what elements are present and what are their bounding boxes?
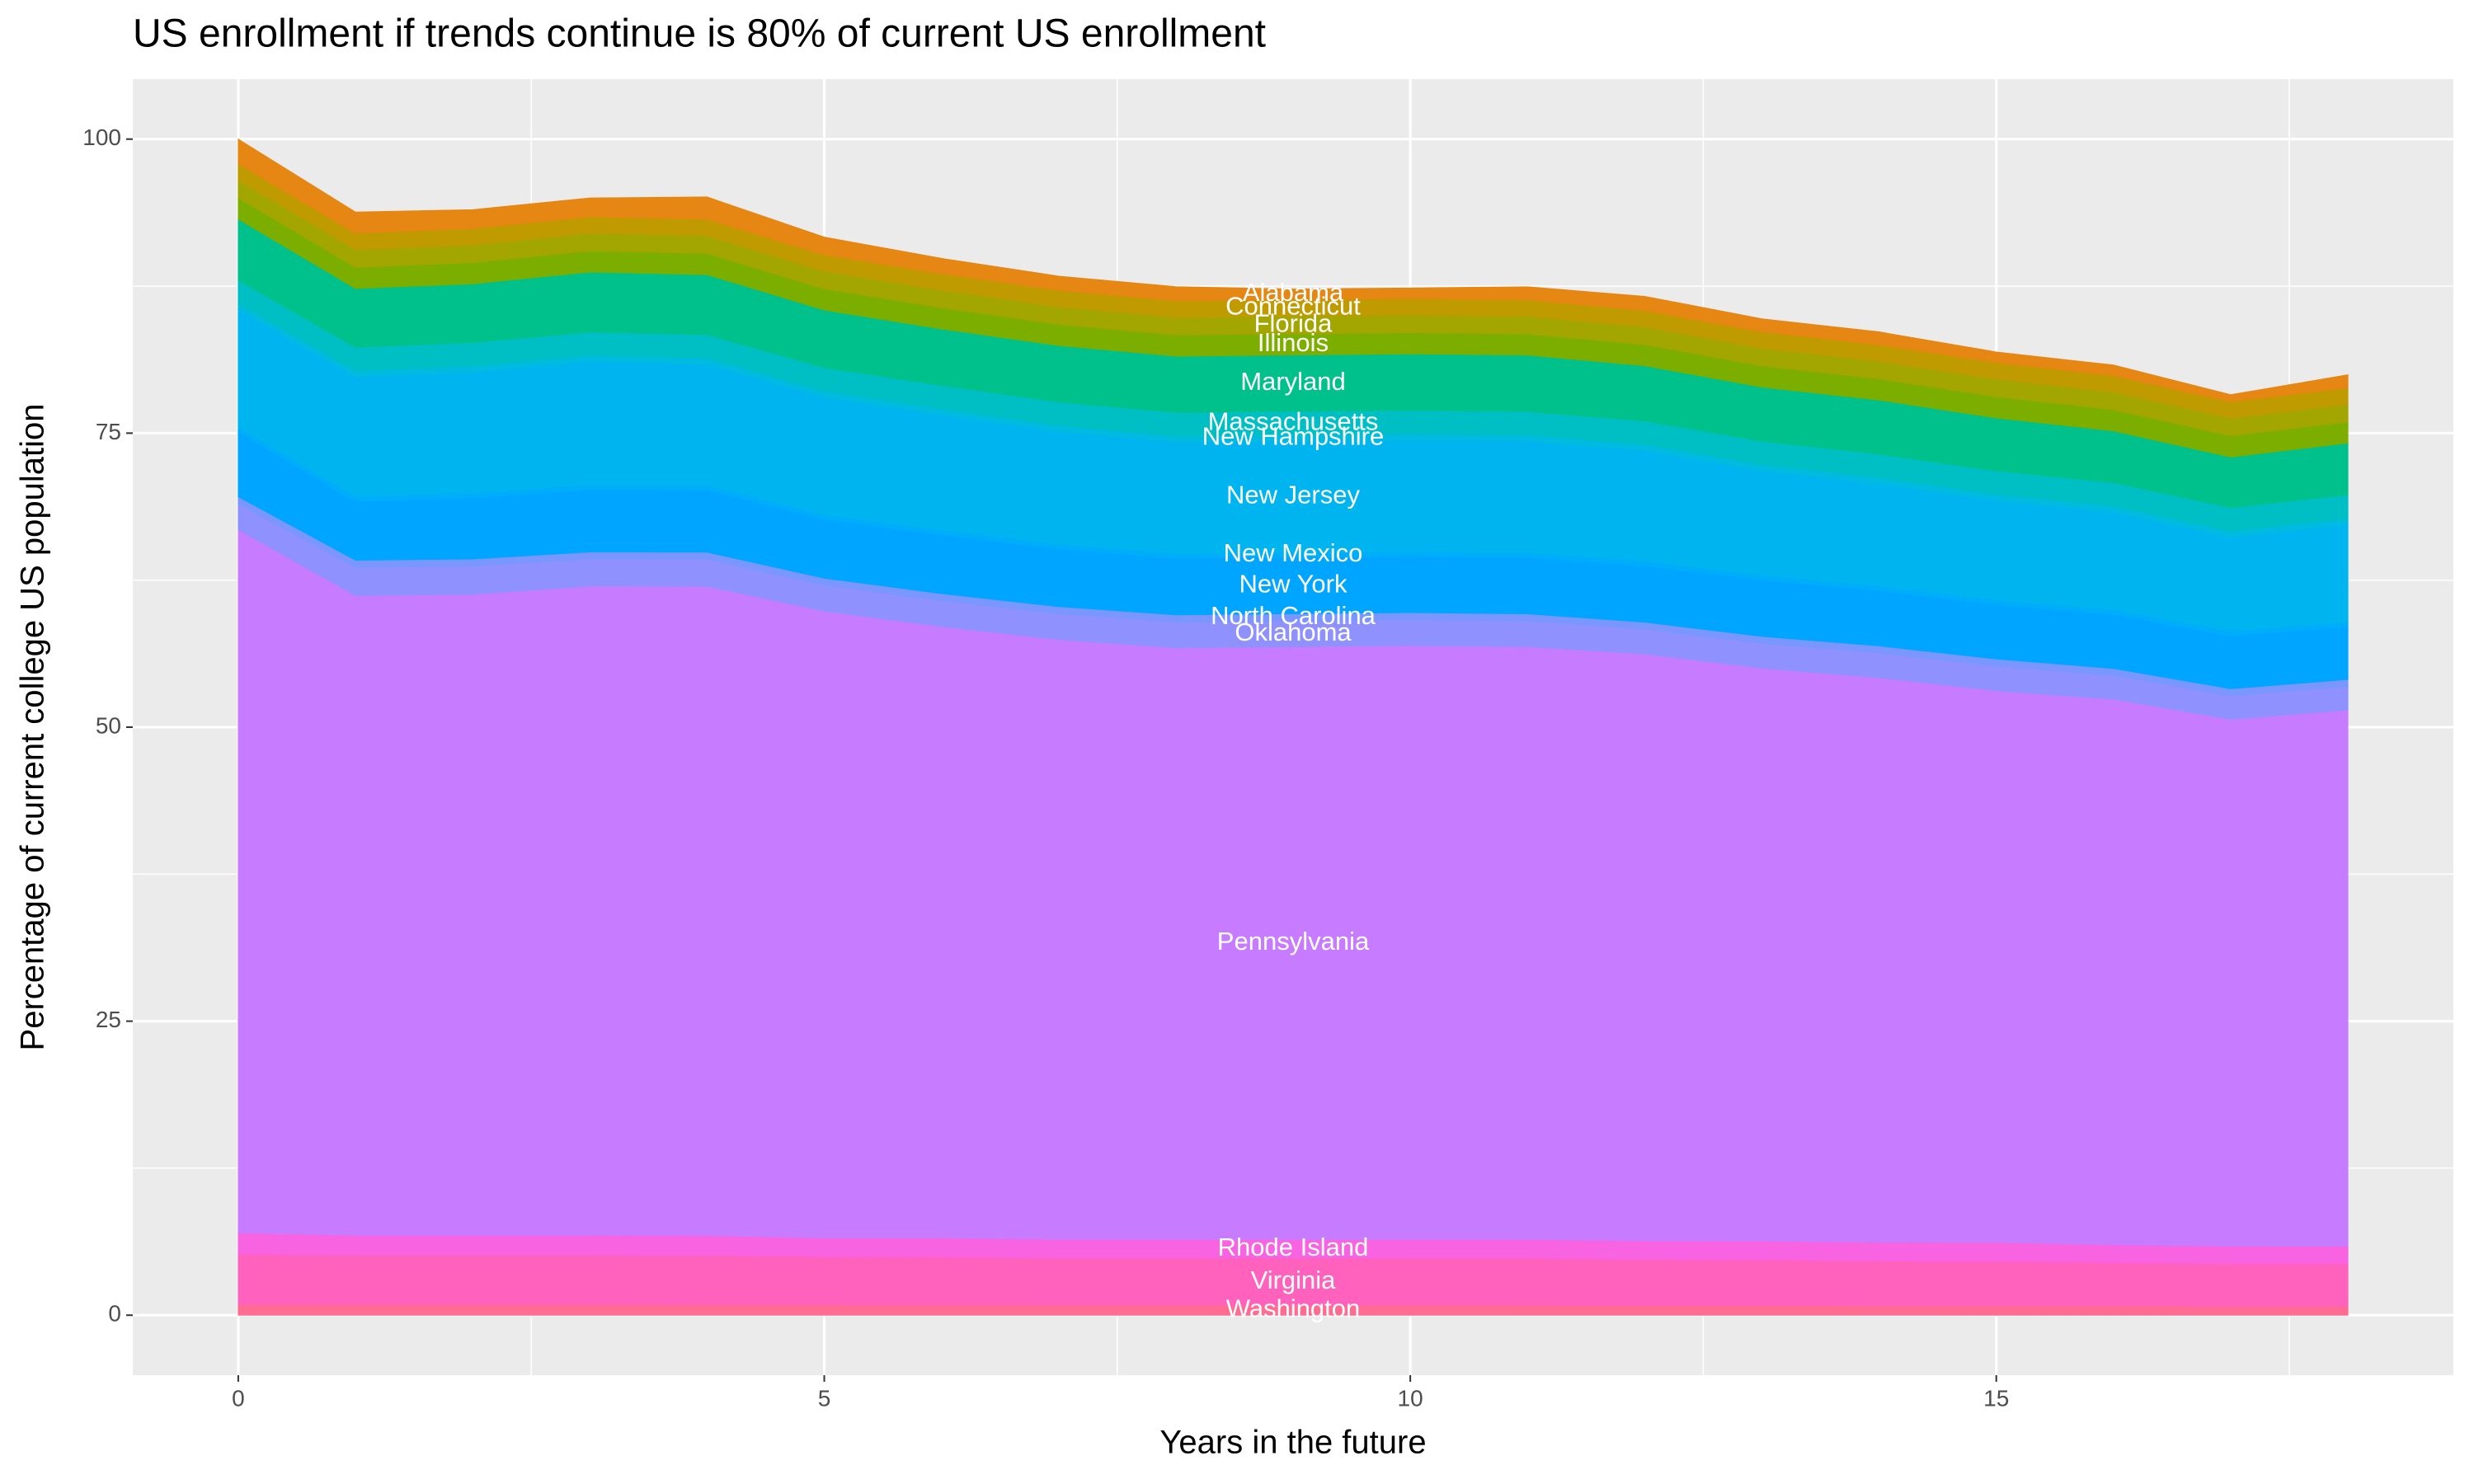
y-tick-label: 0: [108, 1301, 121, 1327]
area-label: Illinois: [1258, 328, 1329, 357]
area-label: New Jersey: [1226, 481, 1360, 510]
area-label: Massachusetts: [1208, 406, 1379, 435]
area-label: Rhode Island: [1218, 1233, 1369, 1261]
y-tick-label: 75: [96, 419, 121, 444]
area-label: New Hampshire: [1202, 421, 1385, 450]
chart-title: US enrollment if trends continue is 80% …: [133, 12, 1266, 56]
area-label: Connecticut: [1225, 292, 1361, 321]
area-label: Maryland: [1240, 367, 1346, 396]
area-label: Alabama: [1243, 278, 1344, 307]
axes: 0 5 10 15 0 25 50 75 100: [82, 124, 2009, 1411]
area: [238, 138, 2349, 402]
area-label: New Mexico: [1224, 538, 1363, 567]
y-axis-title: Percentage of current college US populat…: [15, 404, 51, 1051]
area-label: Pennsylvania: [1217, 927, 1370, 956]
y-tick-label: 25: [96, 1007, 121, 1032]
area-label: Washington: [1226, 1294, 1361, 1322]
x-tick-label: 5: [818, 1385, 831, 1411]
area-label: Virginia: [1251, 1266, 1337, 1294]
y-tick-label: 100: [82, 124, 121, 150]
x-tick-label: 0: [232, 1385, 245, 1411]
area-label: Florida: [1254, 308, 1333, 337]
area-label: Oklahoma: [1235, 618, 1352, 646]
x-tick-label: 10: [1398, 1385, 1423, 1411]
area-label: New York: [1239, 569, 1348, 598]
x-axis-title: Years in the future: [1159, 1425, 1426, 1461]
areas: [238, 138, 2349, 1316]
area-label: North Carolina: [1211, 601, 1376, 630]
y-tick-label: 50: [96, 712, 121, 738]
x-tick-label: 15: [1983, 1385, 2009, 1411]
